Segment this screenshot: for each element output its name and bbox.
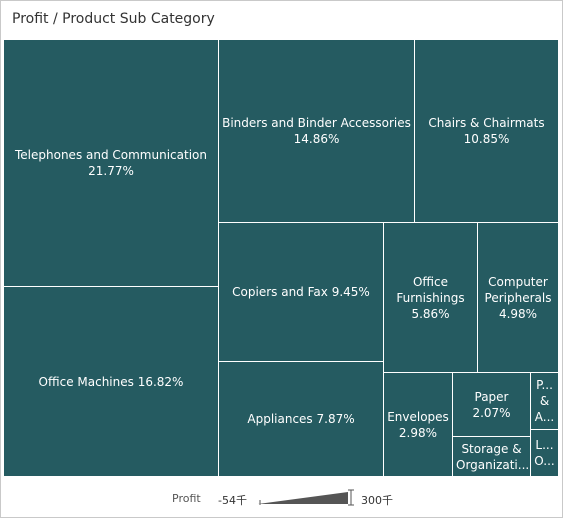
- treemap-cell[interactable]: Envelopes 2.98%: [384, 373, 453, 477]
- treemap-cell[interactable]: Computer Peripherals 4.98%: [478, 223, 559, 373]
- treemap-cell[interactable]: Storage & Organizati...: [453, 437, 531, 477]
- treemap-cell-label: P... & A...: [534, 378, 555, 424]
- treemap-cell[interactable]: L... O...: [531, 430, 559, 477]
- treemap-cell-label: Computer Peripherals 4.98%: [484, 274, 552, 321]
- treemap-cell-label: Storage & Organizati...: [456, 441, 530, 472]
- chart-title: Profit / Product Sub Category: [12, 11, 215, 27]
- treemap-cell[interactable]: Office Machines 16.82%: [4, 287, 219, 477]
- treemap-cell-label: Envelopes 2.98%: [387, 409, 449, 440]
- treemap-cell[interactable]: Chairs & Chairmats 10.85%: [415, 40, 559, 223]
- treemap-cell-label: Appliances 7.87%: [247, 412, 355, 426]
- treemap-cell-label: Telephones and Communication 21.77%: [15, 148, 207, 178]
- treemap-cell[interactable]: Appliances 7.87%: [219, 362, 384, 477]
- treemap-cell[interactable]: Binders and Binder Accessories 14.86%: [219, 40, 415, 223]
- treemap-cell-label: Paper 2.07%: [472, 389, 511, 420]
- treemap-cell[interactable]: Office Furnishings 5.86%: [384, 223, 478, 373]
- legend-size-wedge: [258, 489, 354, 506]
- treemap-cell[interactable]: Telephones and Communication 21.77%: [4, 40, 219, 287]
- legend-wedge-shape: [258, 492, 348, 504]
- legend-max-label: 300千: [361, 494, 393, 507]
- legend: Profit -54千 300千: [1, 485, 562, 513]
- treemap: Telephones and Communication 21.77% Offic…: [4, 40, 559, 477]
- treemap-cell-label: L... O...: [534, 438, 555, 468]
- treemap-cell[interactable]: Copiers and Fax 9.45%: [219, 223, 384, 362]
- legend-min-label: -54千: [218, 494, 247, 507]
- treemap-cell[interactable]: Paper 2.07%: [453, 373, 531, 437]
- treemap-cell[interactable]: P... & A...: [531, 373, 559, 430]
- treemap-cell-label: Binders and Binder Accessories 14.86%: [222, 116, 411, 146]
- treemap-cell-label: Chairs & Chairmats 10.85%: [428, 116, 545, 146]
- treemap-cell-label: Office Furnishings 5.86%: [396, 274, 465, 321]
- treemap-cell-label: Copiers and Fax 9.45%: [232, 285, 370, 299]
- legend-title: Profit: [172, 492, 201, 505]
- treemap-cell-label: Office Machines 16.82%: [38, 374, 184, 389]
